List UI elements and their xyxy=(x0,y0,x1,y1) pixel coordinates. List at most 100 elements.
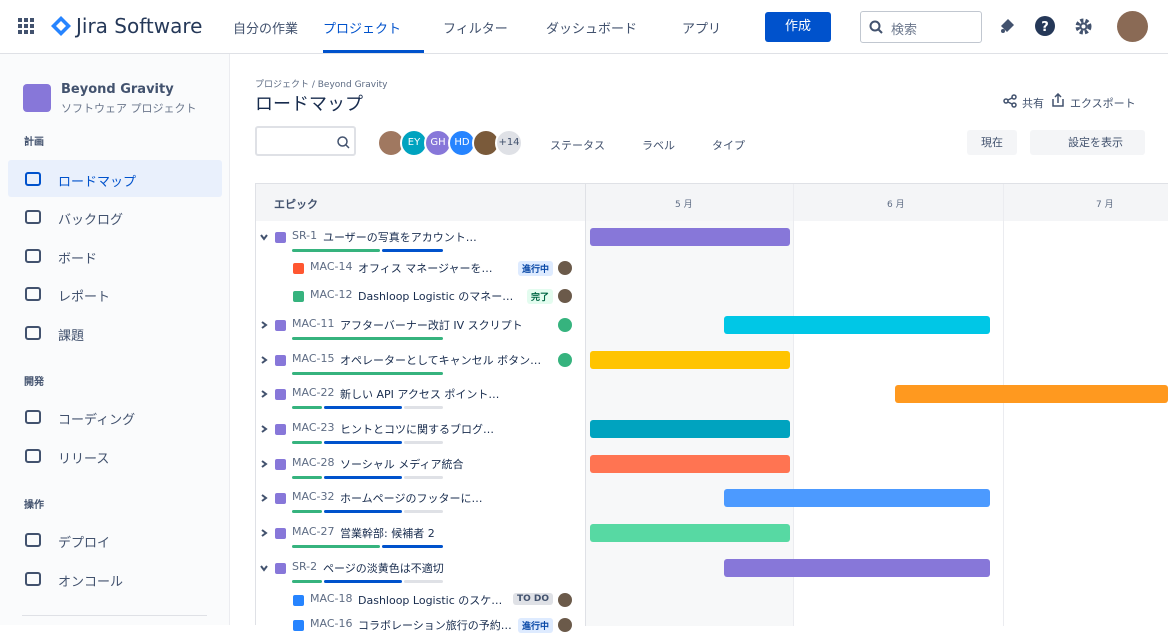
issue-summary[interactable]: オフィス マネージャーを… xyxy=(358,262,493,275)
help[interactable]: ? xyxy=(1035,16,1055,36)
issue-summary[interactable]: 新しい API アクセス ポイント… xyxy=(340,388,500,401)
assignee-avatar xyxy=(558,618,572,632)
chevron[interactable] xyxy=(260,529,268,537)
search-box[interactable]: 検索 xyxy=(860,11,982,43)
share-button[interactable]: 共有 xyxy=(1022,97,1044,110)
chevron[interactable] xyxy=(260,425,268,433)
issue-key[interactable]: MAC-28 xyxy=(292,456,335,469)
filter-dropdown[interactable]: ラベル xyxy=(642,139,675,152)
issue-icon xyxy=(275,424,286,435)
chevron[interactable] xyxy=(260,564,268,572)
timeline-bar[interactable] xyxy=(724,316,990,334)
project-name[interactable]: Beyond Gravity xyxy=(61,82,174,97)
sidebar-item[interactable]: オンコール xyxy=(58,575,124,590)
export-button[interactable]: エクスポート xyxy=(1070,97,1136,110)
progress-done xyxy=(292,337,443,340)
issue-summary[interactable]: ヒントとコツに関するブログ… xyxy=(340,423,494,436)
issue-summary[interactable]: ソーシャル メディア統合 xyxy=(340,458,464,471)
filter-dropdown[interactable]: タイプ xyxy=(712,139,745,152)
timeline-bar[interactable] xyxy=(590,228,790,246)
issue-icon xyxy=(275,232,286,243)
nav-icon xyxy=(25,533,41,547)
timeline-bar[interactable] xyxy=(590,455,790,473)
section-title: 開発 xyxy=(24,377,44,388)
issue-key[interactable]: MAC-12 xyxy=(310,288,353,301)
issue-summary[interactable]: 営業幹部: 候補者 2 xyxy=(340,527,435,540)
issue-summary[interactable]: ホームページのフッターに… xyxy=(340,492,483,505)
nav-item[interactable]: フィルター xyxy=(443,22,508,37)
issue-key[interactable]: MAC-23 xyxy=(292,421,335,434)
separator xyxy=(22,615,207,616)
sidebar-item[interactable]: リリース xyxy=(58,452,110,467)
chevron[interactable] xyxy=(260,356,268,364)
profile-avatar[interactable] xyxy=(1117,11,1148,42)
nav-item[interactable]: 自分の作業 xyxy=(233,22,299,37)
breadcrumb[interactable]: プロジェクト / Beyond Gravity xyxy=(255,80,388,90)
roadmap-search[interactable] xyxy=(255,126,356,156)
sidebar-item[interactable]: ロードマップ xyxy=(58,175,137,190)
issue-icon xyxy=(275,320,286,331)
app-switcher[interactable] xyxy=(18,18,34,34)
sidebar-item[interactable]: バックログ xyxy=(58,213,124,228)
issue-key[interactable]: MAC-14 xyxy=(310,260,353,273)
more-users[interactable]: +14 xyxy=(495,129,523,157)
issue-key[interactable]: SR-1 xyxy=(292,229,318,242)
status-lozenge: 進行中 xyxy=(518,261,554,276)
issue-key[interactable]: SR-2 xyxy=(292,560,318,573)
assignee-avatar xyxy=(558,593,572,607)
issue-key[interactable]: MAC-22 xyxy=(292,386,335,399)
issue-summary[interactable]: ユーザーの写真をアカウント… xyxy=(323,231,477,244)
month-label: 7 月 xyxy=(1096,200,1114,210)
issue-summary[interactable]: Dashloop Logistic のスケ… xyxy=(358,594,503,607)
filter-dropdown[interactable]: ステータス xyxy=(550,139,605,152)
project-type: ソフトウェア プロジェクト xyxy=(61,102,197,115)
product-name[interactable]: Jira Software xyxy=(76,14,203,38)
progress-done xyxy=(292,580,322,583)
today-button[interactable]: 現在 xyxy=(967,130,1017,155)
progress-done xyxy=(292,510,322,513)
divider xyxy=(1003,184,1004,626)
chevron[interactable] xyxy=(260,494,268,502)
timeline-bar[interactable] xyxy=(895,385,1168,403)
nav-item[interactable]: ダッシュボード xyxy=(546,22,638,37)
settings[interactable] xyxy=(1074,17,1093,36)
chevron[interactable] xyxy=(260,460,268,468)
create-button[interactable]: 作成 xyxy=(765,12,831,42)
sidebar-item[interactable]: デプロイ xyxy=(58,536,111,551)
timeline-bar[interactable] xyxy=(724,489,990,507)
issue-key[interactable]: MAC-15 xyxy=(292,352,335,365)
progress-active xyxy=(324,580,402,583)
view-settings-button[interactable]: 設定を表示 xyxy=(1030,130,1145,155)
sidebar-item[interactable]: レポート xyxy=(58,290,111,305)
issue-summary[interactable]: オペレーターとしてキャンセル ボタン… xyxy=(340,354,542,367)
sidebar-item[interactable]: 課題 xyxy=(58,329,85,344)
issue-key[interactable]: MAC-18 xyxy=(310,592,353,605)
user-avatar[interactable]: HD xyxy=(448,129,476,157)
issue-key[interactable]: MAC-27 xyxy=(292,525,335,538)
issue-key[interactable]: MAC-11 xyxy=(292,317,335,330)
timeline-bar[interactable] xyxy=(590,351,790,369)
user-avatar[interactable]: GH xyxy=(424,129,452,157)
chevron[interactable] xyxy=(260,233,268,241)
issue-summary[interactable]: ページの淡黄色は不適切 xyxy=(323,562,444,575)
sidebar-item[interactable]: ボード xyxy=(58,252,98,267)
chevron[interactable] xyxy=(260,390,268,398)
chevron[interactable] xyxy=(260,321,268,329)
project-avatar xyxy=(23,84,51,112)
status-lozenge: 完了 xyxy=(527,289,554,304)
issue-summary[interactable]: Dashloop Logistic のマネー… xyxy=(358,290,514,303)
nav-icon xyxy=(25,210,41,224)
issue-summary[interactable]: アフターバーナー改訂 IV スクリプト xyxy=(340,319,523,332)
nav-item[interactable]: プロジェクト xyxy=(323,22,402,37)
page-title: ロードマップ xyxy=(255,94,363,115)
sidebar-item[interactable]: コーディング xyxy=(58,413,136,428)
issue-key[interactable]: MAC-16 xyxy=(310,617,353,630)
nav-item[interactable]: アプリ xyxy=(682,22,722,37)
status-lozenge: 進行中 xyxy=(518,618,554,633)
notifications[interactable] xyxy=(998,17,1016,35)
timeline-bar[interactable] xyxy=(590,420,790,438)
timeline-bar[interactable] xyxy=(724,559,990,577)
issue-summary[interactable]: コラボレーション旅行の予約… xyxy=(358,619,512,632)
issue-key[interactable]: MAC-32 xyxy=(292,490,335,503)
timeline-bar[interactable] xyxy=(590,524,790,542)
